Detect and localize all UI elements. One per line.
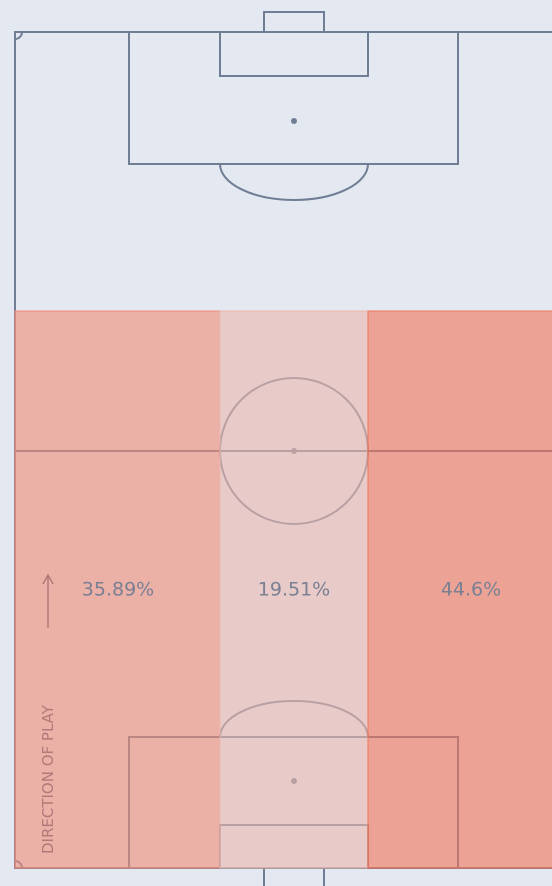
zone-label: 35.89% (82, 579, 154, 601)
zones (14, 310, 552, 869)
direction-arrow-head (42, 573, 54, 585)
penalty-arc (219, 163, 369, 201)
zone (219, 310, 369, 869)
zone-label: 44.6% (441, 579, 501, 601)
corner-arc (14, 31, 23, 40)
zone-labels: 35.89% 19.51% 44.6% (82, 579, 501, 601)
zone-label: 19.51% (258, 579, 330, 601)
zone (367, 310, 552, 869)
direction-label: DIRECTION OF PLAY (39, 704, 57, 854)
penalty-spot (291, 118, 297, 124)
goal (263, 11, 325, 33)
zone (14, 310, 221, 869)
